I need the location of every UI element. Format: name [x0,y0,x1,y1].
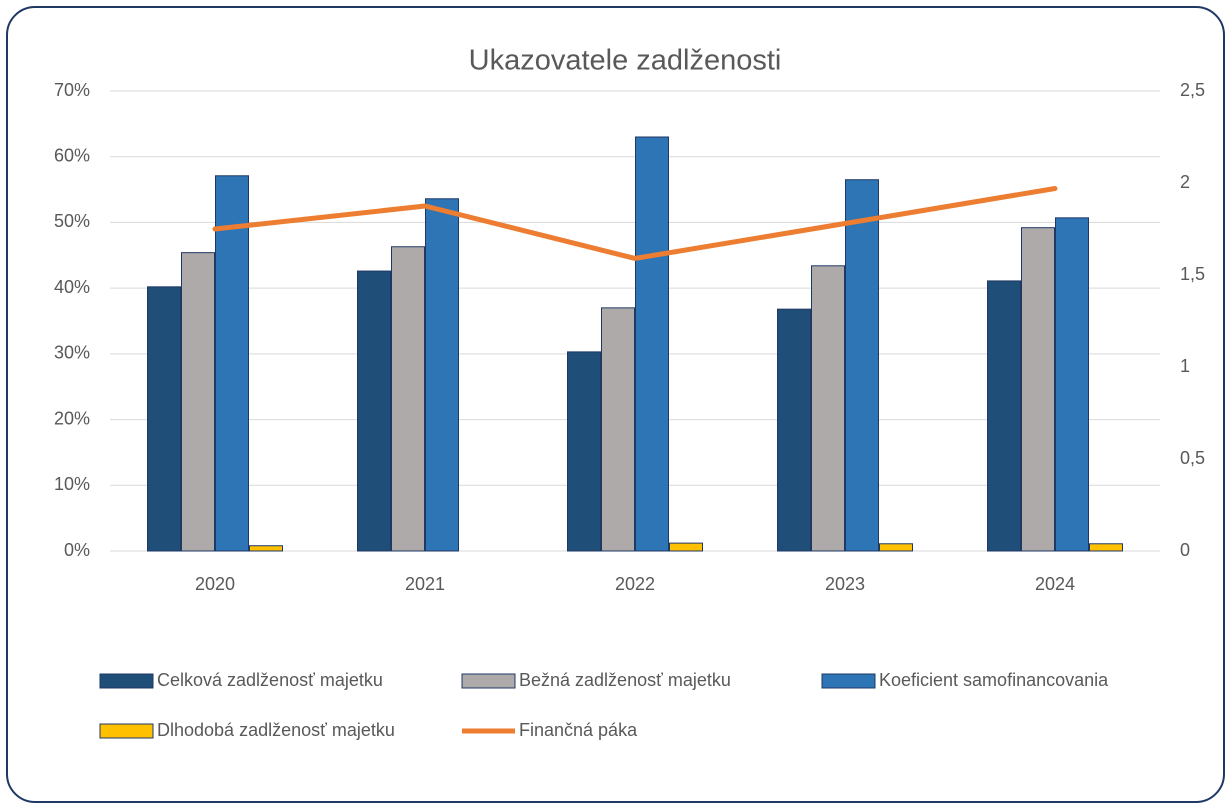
y2-tick-label: 1 [1180,356,1190,376]
legend-label: Dlhodobá zadlženosť majetku [157,720,395,740]
y-tick-label: 50% [54,211,90,231]
bar [249,545,283,552]
y2-tick-label: 0 [1180,540,1190,560]
bar [425,198,459,552]
bar [811,265,845,552]
y-tick-label: 40% [54,277,90,297]
bar [215,175,249,552]
chart-title: Ukazovatele zadlženosti [469,45,782,77]
y-tick-label: 0% [64,540,90,560]
legend-label: Finančná páka [519,720,638,740]
bar [181,252,215,552]
bar [777,308,811,552]
bar [669,542,703,552]
x-tick-label: 2020 [195,574,235,594]
y-tick-label: 70% [54,80,90,100]
bar [987,280,1021,552]
legend-swatch [99,673,154,689]
bar [1021,227,1055,552]
bar [147,286,181,552]
x-tick-label: 2021 [405,574,445,594]
bar [391,246,425,552]
x-tick-label: 2024 [1035,574,1075,594]
bar [567,351,601,552]
y2-tick-label: 2 [1180,172,1190,192]
x-tick-label: 2022 [615,574,655,594]
bar [845,179,879,552]
legend-label: Celková zadlženosť majetku [157,670,383,690]
legend-label: Koeficient samofinancovania [879,670,1109,690]
y2-tick-label: 1,5 [1180,264,1205,284]
y-tick-label: 60% [54,145,90,165]
bar [879,543,913,552]
x-tick-label: 2023 [825,574,865,594]
y-tick-label: 10% [54,474,90,494]
bar [1055,217,1089,552]
y-tick-label: 30% [54,343,90,363]
bar [635,136,669,552]
bar [357,270,391,552]
y2-tick-label: 0,5 [1180,448,1205,468]
bar [601,307,635,552]
y2-tick-label: 2,5 [1180,80,1205,100]
y-tick-label: 20% [54,408,90,428]
line-series [212,186,1058,261]
legend-swatch [461,673,516,689]
legend-swatch [99,723,154,739]
legend-label: Bežná zadlženosť majetku [519,670,731,690]
legend-swatch [821,673,876,689]
bar [1089,543,1123,552]
